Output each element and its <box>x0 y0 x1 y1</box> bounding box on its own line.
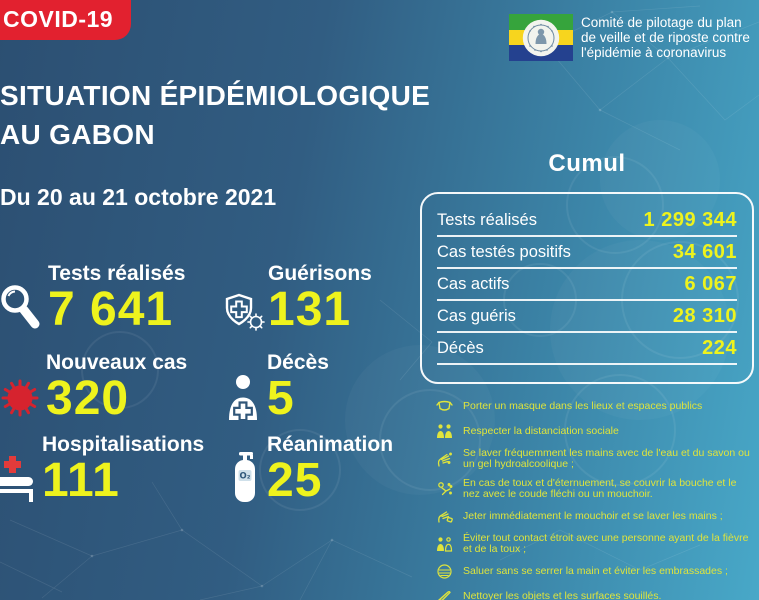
stat-reanimation: O₂ Réanimation 25 <box>234 432 394 507</box>
page-title: SITUATION ÉPIDÉMIOLOGIQUE AU GABON <box>0 76 430 154</box>
guideline-text: Jeter immédiatement le mouchoir et se la… <box>463 510 723 522</box>
guideline-item: Saluer sans se serrer la main et éviter … <box>436 563 752 580</box>
cumul-row-label: Décès <box>437 338 484 357</box>
tissue-icon <box>438 511 453 523</box>
gabon-flag <box>509 14 573 62</box>
stat-value: 131 <box>268 283 352 336</box>
cumul-row-value: 34 601 <box>672 240 737 263</box>
guideline-item: Nettoyer les objets et les surfaces soui… <box>436 588 752 600</box>
distancing-icon <box>437 424 452 438</box>
stat-value: 5 <box>267 372 295 425</box>
guideline-text: Nettoyer les objets et les surfaces soui… <box>463 590 662 600</box>
guideline-text: Se laver fréquemment les mains avec de l… <box>463 447 750 470</box>
stat-label: Décès <box>267 351 329 374</box>
guideline-text: En cas de toux et d'éternuement, se couv… <box>463 477 737 500</box>
cumul-row: Cas actifs 6 067 <box>437 269 737 301</box>
org-name-line: l'épidémie à coronavirus <box>581 45 727 60</box>
cumul-row-value: 1 299 344 <box>643 208 737 231</box>
stat-nouveaux-cas: Nouveaux cas 320 <box>0 350 188 425</box>
stat-value: 25 <box>267 454 323 507</box>
cough-elbow-icon <box>438 481 453 495</box>
guideline-item: Jeter immédiatement le mouchoir et se la… <box>436 508 752 525</box>
oxygen-tank-icon: O₂ <box>235 452 255 502</box>
banner-label: COVID-19 <box>3 5 114 32</box>
stat-label: Guérisons <box>268 262 372 285</box>
cumul-row-label: Tests réalisés <box>437 210 537 229</box>
stat-label: Tests réalisés <box>48 262 186 285</box>
cumul-title: Cumul <box>548 150 626 177</box>
guideline-item: Respecter la distanciation sociale <box>436 423 752 440</box>
guideline-item: Se laver fréquemment les mains avec de l… <box>436 448 752 470</box>
hospital-bed-icon <box>0 456 33 502</box>
virus-icon <box>1 379 39 417</box>
org-name: Comité de pilotage du plan de veille et … <box>581 15 750 60</box>
stat-label: Hospitalisations <box>42 433 205 456</box>
avoid-contact-icon <box>437 536 453 552</box>
stat-deces: Décès 5 <box>226 350 329 425</box>
cumul-row: Cas testés positifs 34 601 <box>437 237 737 269</box>
guideline-item: Éviter tout contact étroit avec une pers… <box>436 533 752 555</box>
guideline-item: Porter un masque dans les lieux et espac… <box>436 398 752 415</box>
cumul-table: Tests réalisés 1 299 344 Cas testés posi… <box>420 192 754 384</box>
cumul-row-value: 28 310 <box>672 304 737 327</box>
cumul-row: Décès 224 <box>437 333 737 365</box>
mask-icon <box>436 400 453 411</box>
org-name-line: Comité de pilotage du plan <box>581 15 742 30</box>
guideline-text: Porter un masque dans les lieux et espac… <box>463 400 703 412</box>
cumul-row-label: Cas actifs <box>437 274 510 293</box>
title-line-1: SITUATION ÉPIDÉMIOLOGIQUE <box>0 80 431 111</box>
cumul-row-label: Cas guéris <box>437 306 516 325</box>
cumul-row-label: Cas testés positifs <box>437 242 571 261</box>
title-line-2: AU GABON <box>0 119 155 150</box>
stat-guerisons: Guérisons 131 <box>224 261 372 336</box>
gabon-emblem <box>522 19 560 56</box>
person-cross-icon <box>229 375 257 420</box>
o2-label: O₂ <box>240 472 251 482</box>
stat-value: 320 <box>46 372 130 425</box>
greeting-icon <box>437 564 452 579</box>
magnifier-icon <box>1 285 40 329</box>
stat-hospitalisations: Hospitalisations 111 <box>0 432 205 507</box>
guidelines-list: Porter un masque dans les lieux et espac… <box>436 398 752 600</box>
clean-surfaces-icon <box>438 590 451 600</box>
org-name-line: de veille et de riposte contre <box>581 30 750 45</box>
stat-tests-realises: Tests réalisés 7 641 <box>0 261 186 336</box>
stat-label: Réanimation <box>267 433 394 456</box>
report-period: Du 20 au 21 octobre 2021 <box>0 184 277 210</box>
shield-cross-icon <box>225 293 265 331</box>
org-block: Comité de pilotage du plan de veille et … <box>509 14 750 62</box>
stat-label: Nouveaux cas <box>46 351 188 374</box>
stat-value: 111 <box>42 454 120 507</box>
guideline-item: En cas de toux et d'éternuement, se couv… <box>436 478 752 500</box>
guideline-text: Éviter tout contact étroit avec une pers… <box>463 532 749 555</box>
covid-banner: COVID-19 <box>0 0 132 40</box>
cumul-row-value: 6 067 <box>684 272 737 295</box>
stat-value: 7 641 <box>48 283 174 336</box>
guideline-text: Respecter la distanciation sociale <box>463 425 619 437</box>
cumul-row: Tests réalisés 1 299 344 <box>437 205 737 237</box>
guideline-text: Saluer sans se serrer la main et éviter … <box>463 565 728 577</box>
cumul-row-value: 224 <box>702 336 737 359</box>
hand-wash-icon <box>437 452 452 467</box>
cumul-row: Cas guéris 28 310 <box>437 301 737 333</box>
